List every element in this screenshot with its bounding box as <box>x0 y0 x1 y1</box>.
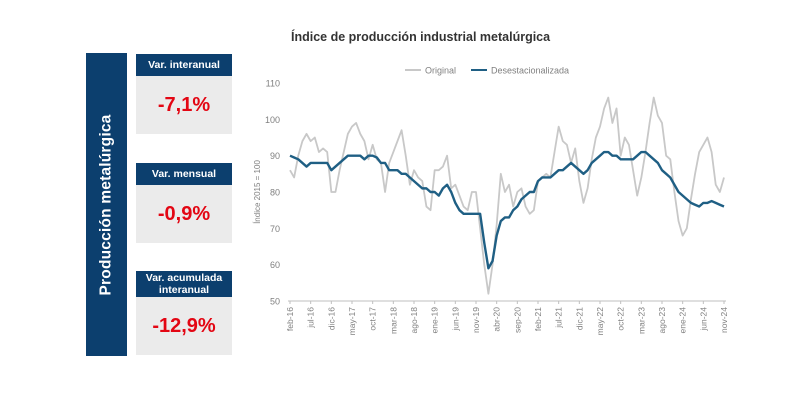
kpi-card-acumulada: Var. acumulada interanual -12,9% <box>136 271 232 355</box>
x-tick-label: dic-16 <box>326 307 336 330</box>
x-tick-label: dic-21 <box>574 307 584 330</box>
series-original-line <box>289 96 725 295</box>
y-tick-label: 60 <box>270 260 280 270</box>
legend-label: Desestacionalizada <box>491 66 569 76</box>
y-tick-label: 100 <box>265 115 280 125</box>
x-tick-label: ene-24 <box>678 307 688 334</box>
x-tick-label: may-17 <box>347 307 357 336</box>
x-tick-label: ene-19 <box>430 307 440 334</box>
x-tick-label: feb-16 <box>285 307 295 331</box>
x-tick-label: nov-19 <box>471 307 481 333</box>
x-tick-label: nov-24 <box>719 307 729 333</box>
y-tick-label: 70 <box>270 224 280 234</box>
kpi-value: -12,9% <box>136 297 232 355</box>
y-tick-label: 50 <box>270 297 280 307</box>
x-tick-label: jun-19 <box>450 307 460 332</box>
kpi-card-interanual: Var. interanual -7,1% <box>136 54 232 134</box>
x-tick-label: ago-23 <box>657 307 667 334</box>
x-tick-label: ago-18 <box>409 307 419 334</box>
series-desestacionalizada-line <box>289 150 725 270</box>
x-tick-label: abr-20 <box>492 307 502 332</box>
x-tick-label: mar-23 <box>636 307 646 334</box>
kpi-label: Var. mensual <box>136 163 232 185</box>
x-tick-label: jul-21 <box>554 307 564 329</box>
y-tick-label: 90 <box>270 151 280 161</box>
y-tick-label: 80 <box>270 188 280 198</box>
x-tick-label: jul-16 <box>306 307 316 329</box>
kpi-label: Var. interanual <box>136 54 232 76</box>
kpi-card-mensual: Var. mensual -0,9% <box>136 163 232 243</box>
kpi-value: -0,9% <box>136 185 232 243</box>
kpi-value: -7,1% <box>136 76 232 134</box>
x-tick-label: oct-17 <box>368 307 378 331</box>
x-tick-label: may-22 <box>595 307 605 336</box>
x-tick-label: sep-20 <box>512 307 522 333</box>
legend-label: Original <box>425 66 456 76</box>
side-band: Producción metalúrgica <box>86 53 127 356</box>
y-axis-label: Índice 2015 = 100 <box>253 160 262 224</box>
x-tick-label: mar-18 <box>388 307 398 334</box>
chart-title: Índice de producción industrial metalúrg… <box>291 30 551 44</box>
x-tick-label: jun-24 <box>698 307 708 332</box>
x-tick-label: feb-21 <box>533 307 543 331</box>
y-tick-label: 110 <box>266 79 280 89</box>
kpi-label: Var. acumulada interanual <box>136 271 232 297</box>
x-tick-label: oct-22 <box>616 307 626 331</box>
